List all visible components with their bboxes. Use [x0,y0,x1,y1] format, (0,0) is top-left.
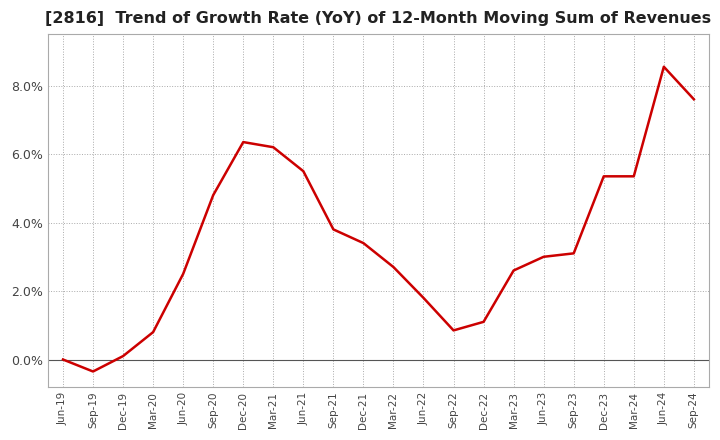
Title: [2816]  Trend of Growth Rate (YoY) of 12-Month Moving Sum of Revenues: [2816] Trend of Growth Rate (YoY) of 12-… [45,11,711,26]
